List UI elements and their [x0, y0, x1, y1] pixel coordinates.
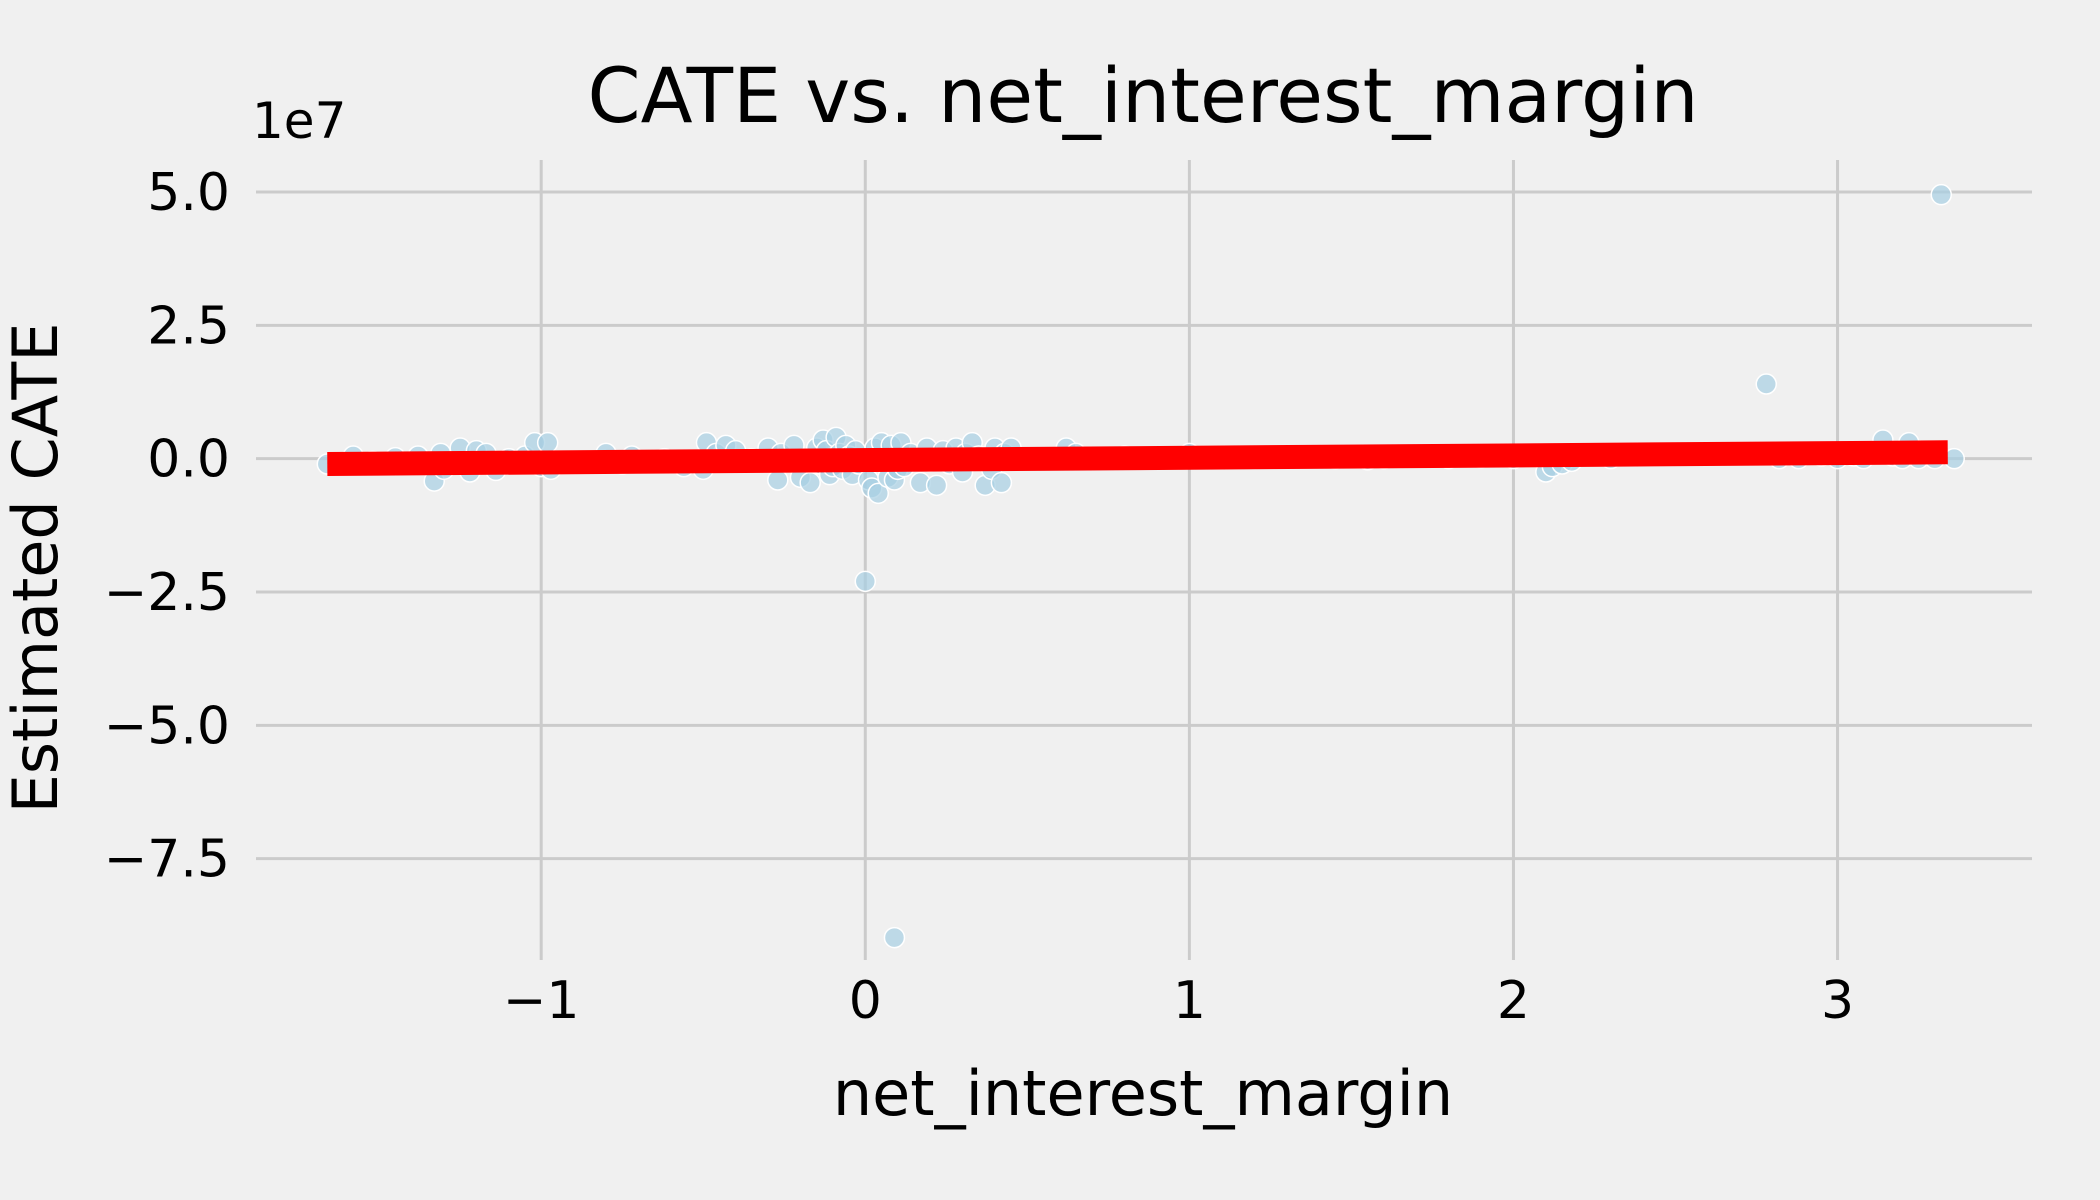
data-point [990, 471, 1013, 494]
y-tick-label: −2.5 [104, 563, 230, 623]
x-axis-ticks: −1 0 1 2 3 [503, 971, 1854, 1031]
y-tick-label: 2.5 [147, 296, 230, 356]
data-point [854, 570, 877, 593]
trend-line [327, 440, 1948, 476]
x-tick-label: 2 [1497, 971, 1530, 1031]
gridlines [256, 160, 2032, 960]
x-tick-label: 0 [849, 971, 882, 1031]
y-tick-label: 5.0 [147, 163, 230, 223]
x-tick-label: 1 [1173, 971, 1206, 1031]
data-point [925, 474, 948, 497]
data-point [536, 431, 559, 454]
x-tick-label: −1 [503, 971, 580, 1031]
y-axis-ticks: 5.0 2.5 0.0 −2.5 −5.0 −7.5 [104, 163, 230, 890]
outlier-point [883, 926, 906, 949]
y-tick-label: −5.0 [104, 696, 230, 756]
y-offset-label: 1e7 [252, 92, 346, 150]
data-point [799, 471, 821, 494]
y-tick-label: −7.5 [104, 830, 230, 890]
trend-line-group [327, 440, 1948, 476]
data-point [1930, 183, 1953, 206]
chart-title: CATE vs. net_interest_margin [588, 51, 1699, 140]
x-axis-label: net_interest_margin [833, 1057, 1453, 1130]
data-point [767, 469, 789, 491]
data-point [1755, 373, 1777, 395]
x-tick-label: 3 [1821, 971, 1854, 1031]
data-point [867, 482, 889, 505]
y-axis-label: Estimated CATE [0, 323, 72, 814]
y-tick-label: 0.0 [147, 430, 230, 490]
